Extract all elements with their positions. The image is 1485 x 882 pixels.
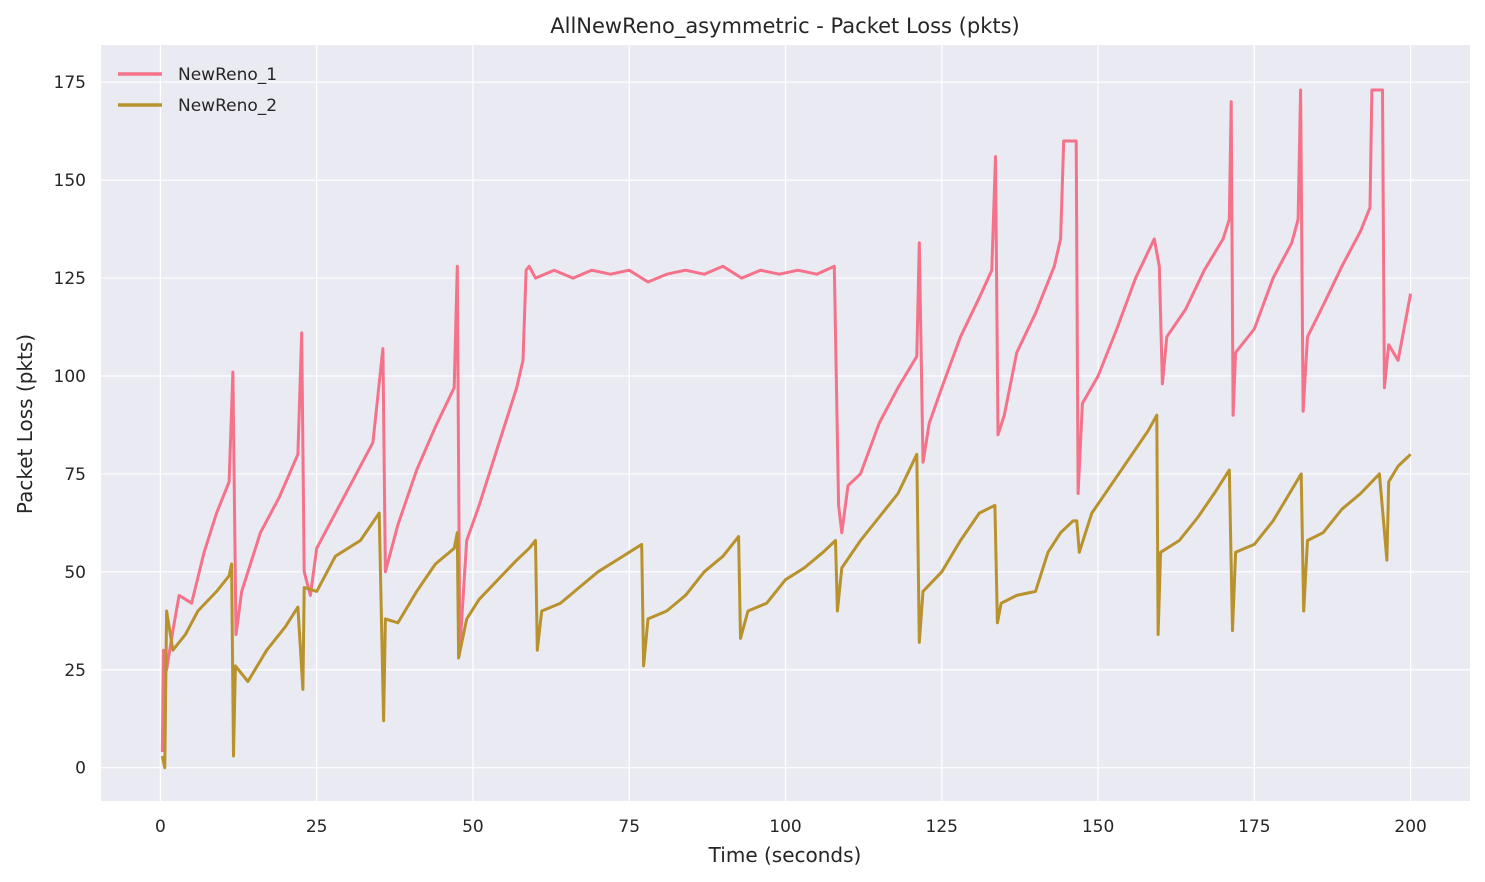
chart-title: AllNewReno_asymmetric - Packet Loss (pkt… <box>550 14 1019 39</box>
x-ticks: 0 25 50 75 100 125 150 175 200 <box>155 817 1427 837</box>
x-tick-label: 125 <box>926 817 958 837</box>
x-tick-label: 50 <box>462 817 484 837</box>
x-tick-label: 0 <box>155 817 166 837</box>
grid-lines <box>101 45 1470 801</box>
series-line-newreno-2 <box>160 413 1412 770</box>
series-line-newreno-1 <box>160 88 1413 753</box>
x-tick-label: 175 <box>1238 817 1270 837</box>
legend-label-newreno-1: NewReno_1 <box>178 65 277 85</box>
x-tick-label: 100 <box>769 817 801 837</box>
x-tick-label: 150 <box>1082 817 1114 837</box>
y-tick-label: 100 <box>54 367 86 387</box>
x-tick-label: 200 <box>1394 817 1426 837</box>
y-tick-label: 175 <box>54 73 86 93</box>
y-tick-label: 25 <box>64 661 86 681</box>
y-axis-label: Packet Loss (pkts) <box>13 334 37 514</box>
legend-label-newreno-2: NewReno_2 <box>178 96 277 116</box>
x-tick-label: 75 <box>618 817 640 837</box>
y-ticks: 0 25 50 75 100 125 150 175 <box>54 73 86 778</box>
y-tick-label: 75 <box>64 465 86 485</box>
y-tick-label: 0 <box>75 759 86 779</box>
x-axis-label: Time (seconds) <box>708 843 862 867</box>
legend: NewReno_1 NewReno_2 <box>118 65 277 116</box>
y-tick-label: 150 <box>54 171 86 191</box>
y-tick-label: 50 <box>64 563 86 583</box>
series-layer <box>160 88 1413 770</box>
x-tick-label: 25 <box>306 817 328 837</box>
y-tick-label: 125 <box>54 269 86 289</box>
